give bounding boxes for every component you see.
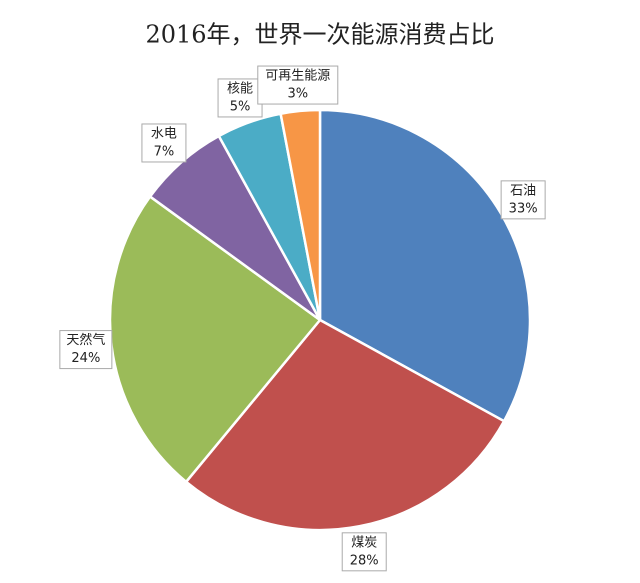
value-label: 7% <box>154 144 175 159</box>
value-label: 33% <box>509 201 538 216</box>
label-box <box>59 330 113 370</box>
category-label: 可再生能源 <box>265 69 330 84</box>
label-box <box>341 532 387 572</box>
pie-slice <box>184 318 506 532</box>
label-box <box>500 180 546 220</box>
category-label: 石油 <box>510 183 536 198</box>
value-label: 3% <box>287 87 308 102</box>
category-label: 天然气 <box>66 332 105 348</box>
value-label: 5% <box>230 99 251 114</box>
category-label: 水电 <box>151 126 177 141</box>
label-box <box>141 123 187 163</box>
chart-title: 2016年，世界一次能源消费占比 <box>145 21 494 49</box>
category-label: 煤炭 <box>351 535 377 550</box>
label-box <box>257 65 339 105</box>
category-label: 核能 <box>227 81 253 96</box>
value-label: 24% <box>71 351 100 366</box>
value-label: 28% <box>350 553 379 568</box>
pie-slice <box>279 108 322 321</box>
label-box <box>217 78 263 118</box>
